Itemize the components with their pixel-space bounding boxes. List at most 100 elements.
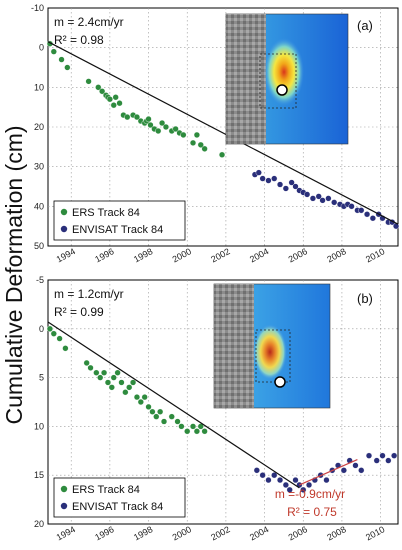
panel-a-ers-point-20 <box>145 115 152 123</box>
panel-b-envisat-point-3 <box>271 472 278 479</box>
panel-b-ers-point-10 <box>108 384 115 391</box>
panel-a-points <box>46 40 400 230</box>
panel-b-y-tick-0: 0 <box>39 324 44 334</box>
panel-a-legend: ERS Track 84 ENVISAT Track 84 <box>53 200 186 241</box>
panel-b-envisat-point-2 <box>265 476 272 484</box>
panel-a-envisat-point-11 <box>304 191 311 198</box>
panel-b-ers-point-12 <box>114 369 121 376</box>
panel-b-y-tick-10: 10 <box>34 421 44 431</box>
panel-a-y-tick-50: 50 <box>34 241 44 251</box>
panel-b-ers-point-30 <box>193 428 200 435</box>
panel-a-ers-point-27 <box>172 125 179 133</box>
panel-b-ers-point-4 <box>83 359 90 367</box>
panel-b-ers-point-0 <box>46 325 54 332</box>
panel-b-envisat-r2-text: R² = 0.75 <box>287 505 337 519</box>
panel-a-envisat-point-24 <box>369 215 376 222</box>
legend-ers-label-b: ERS Track 84 <box>72 484 140 496</box>
panel-a-y-tick-40: 40 <box>34 201 44 211</box>
panel-a-ers-point-5 <box>95 84 102 91</box>
panel-a-ers-point-31 <box>193 131 200 139</box>
panel-b-envisat-point-13 <box>323 476 330 484</box>
panel-b-envisat-point-19 <box>358 467 365 474</box>
panel-a-ers-point-33 <box>201 145 208 152</box>
panel-a-x-tick-2010: 2010 <box>364 246 386 264</box>
panel-a-envisat-point-5 <box>276 181 284 188</box>
panel-a-y-tick-0: 0 <box>39 43 44 53</box>
panel-b-x-tick-2006: 2006 <box>287 524 309 542</box>
panel-b-ers-point-3 <box>62 345 69 352</box>
panel-a-fit-text: m = 2.4cm/yr <box>54 15 124 29</box>
panel-a-x-tick-1998: 1998 <box>132 246 154 264</box>
panel-b-inset-map <box>213 283 331 409</box>
panel-a-envisat-point-14 <box>319 197 326 204</box>
panel-a-ers-point-4 <box>85 78 92 85</box>
panel-b-envisat-point-1 <box>259 472 266 479</box>
panel-b-envisat-point-5 <box>282 481 289 489</box>
panel-a-r2-text: R² = 0.98 <box>54 33 104 47</box>
panel-a-envisat-point-3 <box>265 177 272 184</box>
legend-envisat-label: ENVISAT Track 84 <box>72 224 163 236</box>
panel-a-envisat-point-23 <box>363 211 371 218</box>
panel-a-envisat-point-20 <box>348 203 355 210</box>
panel-a-y-tick--10: -10 <box>31 3 44 13</box>
legend-envisat-marker <box>60 225 68 233</box>
panel-b-x-tick-2004: 2004 <box>248 524 270 542</box>
panel-a-envisat-point-15 <box>325 195 332 202</box>
legend-ers-marker-b <box>60 485 68 493</box>
panel-b-ers-point-1 <box>50 330 57 337</box>
panel-b-ers-point-8 <box>100 369 108 376</box>
panel-a-ers-point-10 <box>110 102 117 109</box>
panel-b-legend: ERS Track 84 ENVISAT Track 84 <box>53 477 186 518</box>
panel-b-ers-point-18 <box>137 398 144 406</box>
panel-a-ers-point-25 <box>162 123 170 131</box>
panel-b-ers-point-14 <box>122 389 129 396</box>
panel-b-envisat-point-18 <box>352 462 359 469</box>
panel-b-envisat-point-10 <box>305 481 313 489</box>
panel-a-fit-line <box>47 41 399 225</box>
panel-a-envisat-point-4 <box>271 175 278 182</box>
panel-b-ers-point-22 <box>153 413 160 420</box>
panel-a-x-tick-2000: 2000 <box>171 246 193 264</box>
panel-b-envisat-point-0 <box>253 467 260 474</box>
panel-b-y-tick-15: 15 <box>34 470 44 480</box>
y-axis-label: Cumulative Deformation (cm) <box>1 125 27 424</box>
panel-b-ers-point-7 <box>97 374 104 381</box>
panel-a-x-tick-2002: 2002 <box>209 246 231 264</box>
panel-b: 1994 1996 1998 2000 2002 2004 2006 2008 2010 -50… <box>34 275 399 542</box>
panel-a-envisat-point-2 <box>259 175 266 182</box>
panel-a-ers-point-9 <box>106 96 113 103</box>
panel-b-ers-point-11 <box>110 374 117 381</box>
panel-b-fit-line <box>47 321 300 489</box>
legend-ers-marker <box>60 208 68 216</box>
panel-b-ers-point-29 <box>189 423 197 430</box>
panel-a-ers-point-24 <box>158 119 166 127</box>
panel-b-envisat-point-23 <box>385 457 392 464</box>
panel-b-ers-point-6 <box>93 369 100 376</box>
panel-a-x-tick-2004: 2004 <box>248 246 270 264</box>
panel-a-ers-point-6 <box>99 88 106 95</box>
panel-b-ers-point-27 <box>178 423 185 430</box>
panel-b-envisat-point-4 <box>276 476 284 484</box>
panel-b-y-tick-20: 20 <box>34 519 44 529</box>
panel-a-ers-point-16 <box>133 113 141 121</box>
panel-b-ers-point-32 <box>201 428 208 435</box>
panel-b-y-tick-5: 5 <box>39 373 44 383</box>
panel-a-envisat-point-6 <box>282 185 289 192</box>
panel-b-ers-point-5 <box>87 364 94 371</box>
panel-a-envisat-point-8 <box>292 183 299 190</box>
panel-b-envisat-point-24 <box>391 452 398 459</box>
panel-a: 1994 1996 1998 2000 2002 2004 2006 2008 2010 -10… <box>31 3 400 264</box>
panel-a-ers-point-29 <box>180 131 187 139</box>
panel-a-ers-point-1 <box>50 48 57 55</box>
panel-b-x-tick-1996: 1996 <box>93 524 115 542</box>
panel-a-ers-point-12 <box>116 100 123 107</box>
panel-b-ers-point-16 <box>129 379 137 386</box>
legend-envisat-label-b: ENVISAT Track 84 <box>72 501 163 513</box>
panel-b-x-tick-2010: 2010 <box>364 524 386 542</box>
panel-b-envisat-point-7 <box>292 476 299 484</box>
panel-a-x-tick-1994: 1994 <box>55 246 77 264</box>
legend-ers-label: ERS Track 84 <box>72 207 140 219</box>
panel-b-x-tick-1994: 1994 <box>55 524 77 542</box>
panel-b-ers-point-26 <box>174 418 181 425</box>
